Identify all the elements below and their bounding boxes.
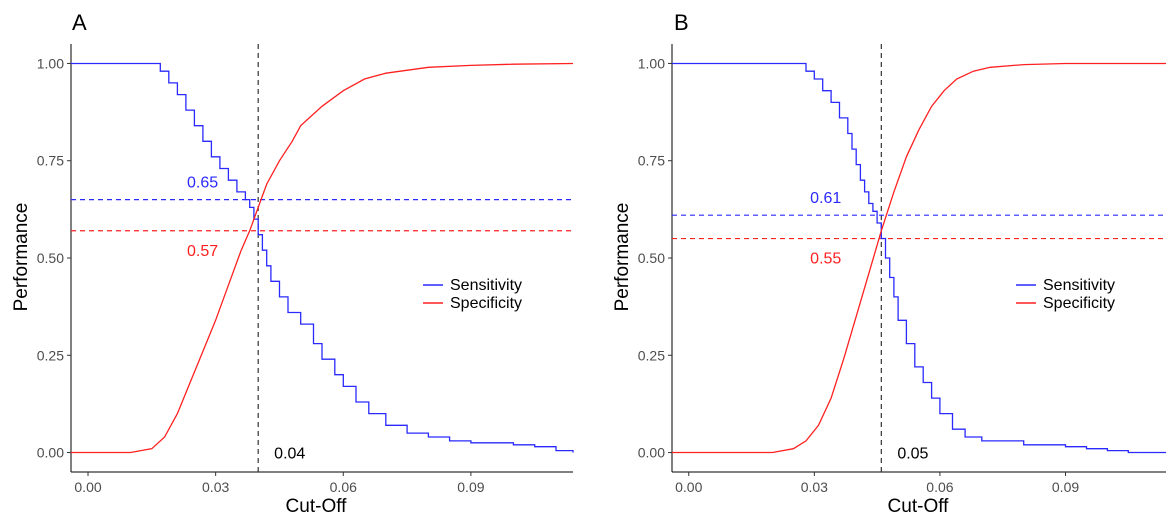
specificity-value-label: 0.57 <box>187 243 218 260</box>
panel-label: A <box>72 10 87 35</box>
y-tick-label: 0.00 <box>638 445 665 461</box>
legend-label-specificity: Specificity <box>1043 295 1115 312</box>
y-tick-label: 0.00 <box>37 445 64 461</box>
x-tick-label: 0.06 <box>330 479 357 495</box>
series-lines <box>672 62 1166 454</box>
y-tick-label: 0.75 <box>638 153 665 169</box>
panel-a: A Performance Cut-Off 0.00 0.25 0.50 0.75 1.… <box>11 10 574 517</box>
reference-lines <box>672 44 1166 472</box>
x-tick-label: 0.09 <box>457 479 484 495</box>
specificity-line <box>71 62 574 454</box>
y-axis-title: Performance <box>11 203 32 312</box>
annotations: 0.61 0.55 0.05 <box>810 190 928 462</box>
y-tick-label: 0.25 <box>37 347 64 363</box>
y-tick-label: 0.75 <box>37 153 64 169</box>
x-tick-label: 0.00 <box>74 479 101 495</box>
series-lines <box>71 62 574 454</box>
axes: 0.00 0.25 0.50 0.75 1.00 0.00 0.03 0.06 0.09 <box>638 44 1166 495</box>
x-axis-title: Cut-Off <box>286 496 348 517</box>
x-tick-label: 0.09 <box>1052 479 1079 495</box>
axes: 0.00 0.25 0.50 0.75 1.00 0.00 0.03 0.06 0.09 <box>37 44 573 495</box>
sensitivity-line <box>71 62 574 453</box>
reference-lines <box>71 44 573 472</box>
annotations: 0.65 0.57 0.04 <box>187 175 305 463</box>
x-tick-label: 0.03 <box>801 479 828 495</box>
legend-label-specificity: Specificity <box>450 295 522 312</box>
cutoff-value-label: 0.05 <box>897 446 928 463</box>
x-tick-label: 0.06 <box>926 479 953 495</box>
y-tick-label: 0.50 <box>638 250 665 266</box>
specificity-line <box>672 62 1166 454</box>
sensitivity-value-label: 0.65 <box>187 175 218 192</box>
panel-b: B Performance Cut-Off 0.00 0.25 0.50 0.75 1.… <box>612 10 1166 517</box>
sensitivity-line <box>672 62 1166 454</box>
y-tick-label: 0.25 <box>638 347 665 363</box>
x-tick-label: 0.03 <box>202 479 229 495</box>
cutoff-value-label: 0.04 <box>274 446 305 463</box>
sensitivity-value-label: 0.61 <box>810 190 841 207</box>
y-axis-title: Performance <box>612 203 633 312</box>
legend-label-sensitivity: Sensitivity <box>450 277 522 294</box>
specificity-value-label: 0.55 <box>810 251 841 268</box>
panel-label: B <box>674 10 689 35</box>
x-axis-title: Cut-Off <box>888 496 950 517</box>
y-tick-label: 1.00 <box>638 55 665 71</box>
legend-label-sensitivity: Sensitivity <box>1043 277 1115 294</box>
y-tick-label: 0.50 <box>37 250 64 266</box>
x-tick-label: 0.00 <box>675 479 702 495</box>
y-tick-label: 1.00 <box>37 55 64 71</box>
